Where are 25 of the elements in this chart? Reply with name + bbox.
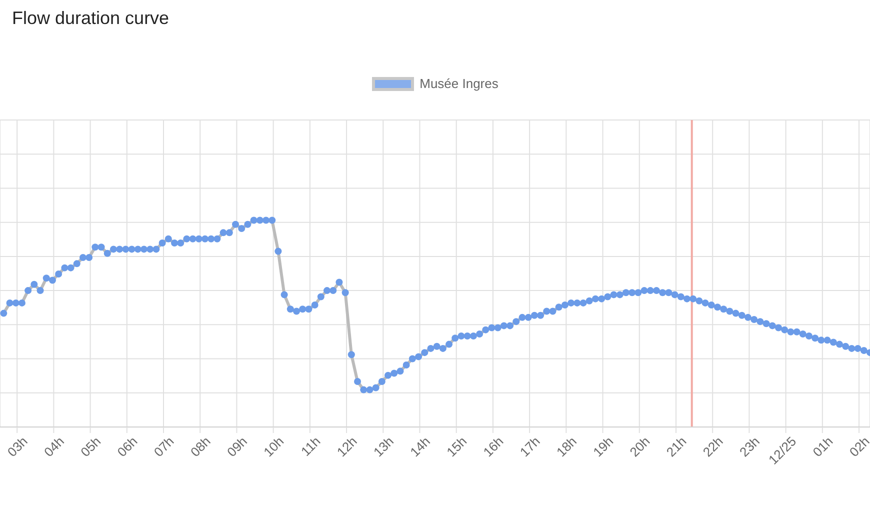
- x-tick-label: 12h: [334, 434, 360, 460]
- x-tick-label: 16h: [480, 434, 506, 460]
- x-tick-label: 23h: [736, 434, 763, 460]
- x-tick-label: 02h: [846, 434, 870, 460]
- legend-label: Musée Ingres: [420, 76, 498, 91]
- x-tick-label: 17h: [516, 434, 543, 460]
- x-tick-label: 10h: [260, 434, 287, 460]
- x-tick-label: 11h: [298, 434, 324, 459]
- chart-title: Flow duration curve: [12, 8, 170, 29]
- x-tick-label: 21h: [663, 434, 690, 460]
- x-tick-label: 03h: [4, 434, 30, 460]
- x-tick-label: 09h: [224, 434, 250, 460]
- x-tick-label: 22h: [700, 434, 726, 460]
- x-tick-label: 14h: [407, 434, 434, 460]
- x-tick-label: 04h: [41, 434, 67, 460]
- x-tick-label: 19h: [590, 434, 616, 460]
- x-tick-label: 06h: [114, 434, 140, 460]
- x-tick-label: 15h: [444, 434, 470, 460]
- x-tick-label: 01h: [810, 434, 836, 460]
- x-tick-label: 05h: [78, 434, 104, 460]
- x-tick-label: 13h: [370, 434, 396, 460]
- x-tick-label: 08h: [187, 434, 214, 460]
- x-tick-label: 18h: [554, 434, 580, 460]
- x-tick-label: 07h: [150, 434, 177, 460]
- x-tick-label: 20h: [626, 434, 653, 460]
